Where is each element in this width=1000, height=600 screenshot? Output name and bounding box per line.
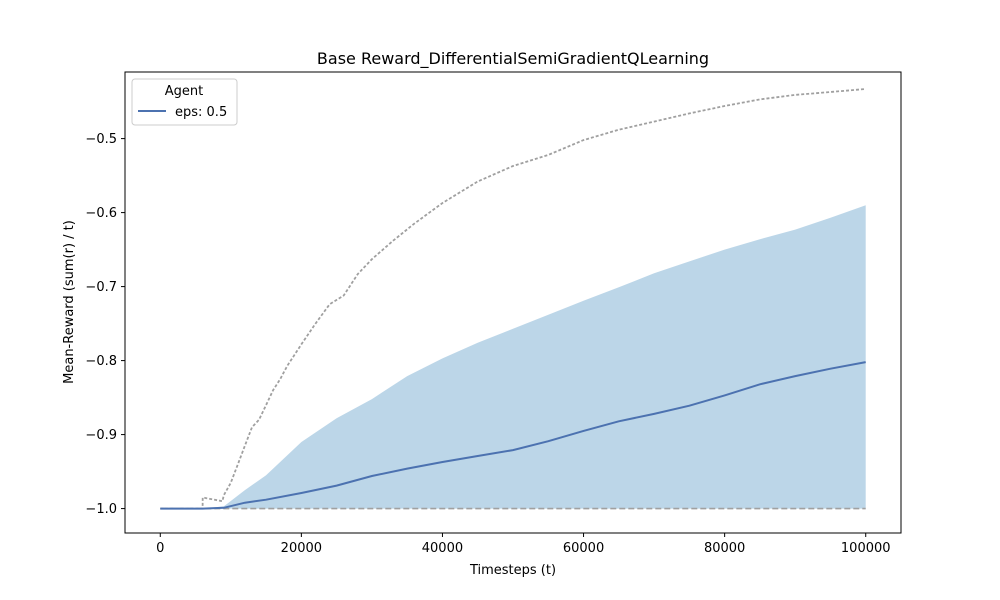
y-tick-label: −0.8	[85, 354, 117, 369]
x-tick-label: 40000	[422, 541, 463, 556]
x-tick-label: 20000	[281, 541, 322, 556]
plot-area	[160, 88, 866, 510]
y-tick-label: −0.5	[85, 132, 117, 147]
y-tick-label: −0.9	[85, 428, 117, 443]
confidence-band	[160, 205, 866, 509]
y-tick-label: −1.0	[85, 502, 117, 517]
y-tick-label: −0.6	[85, 206, 117, 221]
y-axis: −1.0 −0.9 −0.8 −0.7 −0.6 −0.5	[85, 132, 125, 517]
plot-frame	[124, 71, 902, 534]
mean-series-line	[160, 361, 866, 510]
legend: Agent eps: 0.5	[131, 78, 238, 126]
x-axis: 0 20000 40000 60000 80000 100000	[156, 533, 891, 556]
y-axis-label: Mean-Reward (sum(r) / t)	[62, 220, 77, 384]
x-tick-label: 100000	[841, 541, 891, 556]
max-bound-line	[160, 88, 866, 510]
legend-box	[131, 78, 238, 126]
x-tick-label: 0	[156, 541, 164, 556]
legend-title: Agent	[165, 84, 203, 99]
chart-title: Base Reward_DifferentialSemiGradientQLea…	[317, 49, 709, 69]
y-tick-label: −0.7	[85, 280, 117, 295]
x-axis-label: Timesteps (t)	[469, 563, 556, 578]
x-tick-label: 60000	[563, 541, 604, 556]
x-tick-label: 80000	[704, 541, 745, 556]
legend-entry-label: eps: 0.5	[175, 105, 227, 120]
